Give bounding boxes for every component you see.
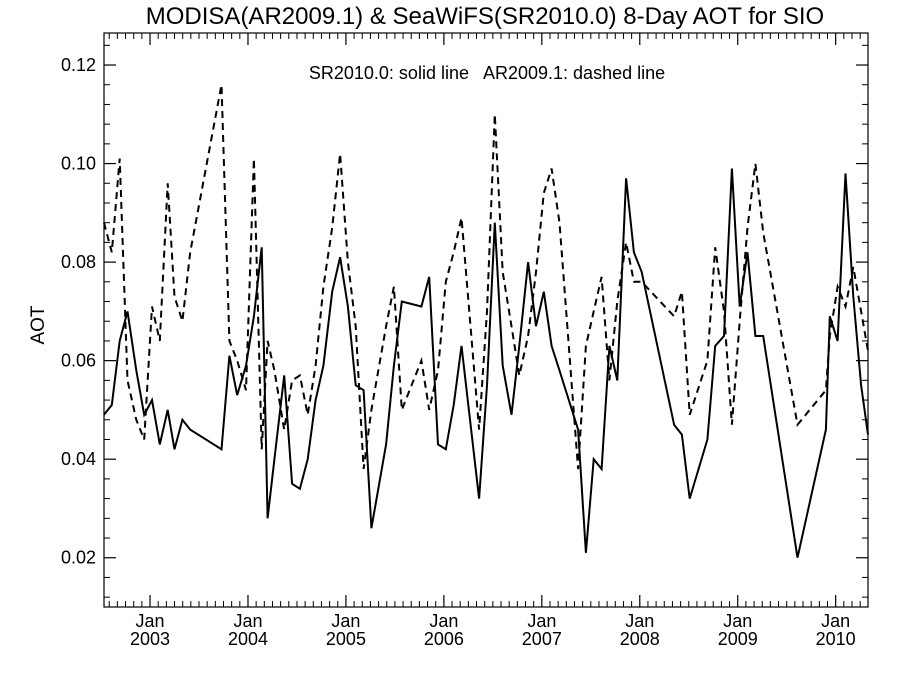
x-tick-year-label: 2009 — [718, 629, 758, 649]
x-tick-month-label: Jan — [233, 611, 262, 631]
y-tick-label: 0.08 — [61, 252, 96, 272]
y-tick-label: 0.06 — [61, 351, 96, 371]
x-tick-year-label: 2004 — [228, 629, 268, 649]
x-axis-ticks: Jan2003Jan2004Jan2005Jan2006Jan2007Jan20… — [108, 33, 861, 649]
y-tick-label: 0.12 — [61, 55, 96, 75]
series-style-annotation: SR2010.0: solid line AR2009.1: dashed li… — [309, 63, 665, 83]
y-tick-label: 0.10 — [61, 154, 96, 174]
y-axis-ticks: 0.02 0.04 0.06 0.08 0.10 0.12 — [61, 44, 868, 598]
x-tick-year-label: 2010 — [816, 629, 856, 649]
y-tick-label: 0.04 — [61, 449, 96, 469]
x-tick-month-label: Jan — [331, 611, 360, 631]
solid-series-line — [103, 168, 869, 558]
x-tick-year-label: 2005 — [326, 629, 366, 649]
x-tick-month-label: Jan — [136, 611, 165, 631]
x-tick-month-label: Jan — [527, 611, 556, 631]
x-tick-year-label: 2003 — [130, 629, 170, 649]
plot-frame — [103, 32, 869, 608]
x-tick-month-label: Jan — [723, 611, 752, 631]
y-axis-label: AOT — [28, 305, 49, 344]
x-tick-year-label: 2007 — [522, 629, 562, 649]
x-tick-year-label: 2006 — [424, 629, 464, 649]
x-tick-year-label: 2008 — [620, 629, 660, 649]
y-tick-label: 0.02 — [61, 548, 96, 568]
x-tick-month-label: Jan — [429, 611, 458, 631]
x-tick-month-label: Jan — [821, 611, 850, 631]
chart-title: MODISA(AR2009.1) & SeaWiFS(SR2010.0) 8-D… — [146, 3, 824, 30]
x-tick-month-label: Jan — [625, 611, 654, 631]
series-layer — [103, 84, 869, 558]
